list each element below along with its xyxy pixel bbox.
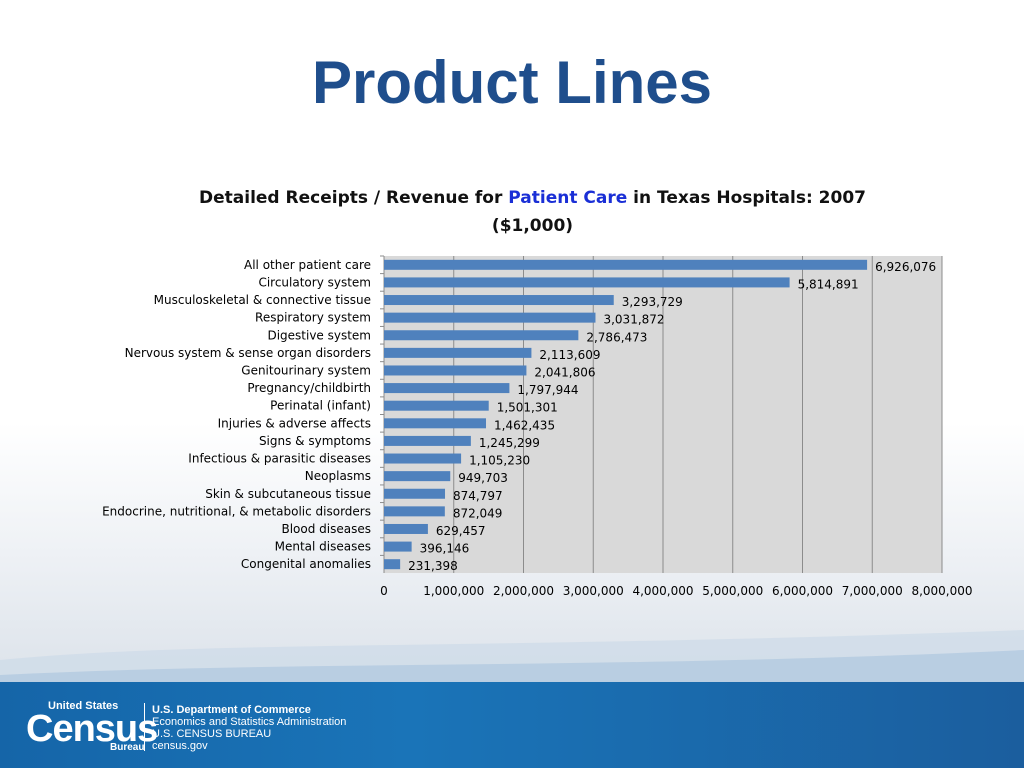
bar	[384, 347, 532, 358]
bar	[384, 277, 790, 288]
data-label: 1,105,230	[469, 454, 530, 468]
chart-title-highlight: Patient Care	[508, 188, 628, 208]
data-label: 3,031,872	[603, 313, 664, 327]
footer-wave-decoration	[0, 630, 1024, 690]
data-label: 629,457	[436, 524, 486, 538]
logo-census: Census	[26, 708, 158, 750]
data-label: 6,926,076	[875, 260, 936, 274]
y-category-label: Endocrine, nutritional, & metabolic diso…	[102, 504, 371, 518]
y-category-label: Genitourinary system	[241, 363, 371, 377]
bar	[384, 488, 446, 499]
footer-department: U.S. Department of Commerce	[152, 704, 311, 716]
x-tick-label: 5,000,000	[702, 584, 763, 598]
bar	[384, 312, 596, 323]
y-category-label: Blood diseases	[281, 522, 371, 536]
x-tick-label: 6,000,000	[772, 584, 833, 598]
x-tick-label: 7,000,000	[842, 584, 903, 598]
bar	[384, 453, 462, 464]
census-bureau-logo: United States Census Bureau	[26, 700, 158, 754]
y-category-label: Perinatal (infant)	[270, 399, 371, 413]
bar	[384, 435, 471, 446]
data-label: 872,049	[453, 506, 503, 520]
data-label: 231,398	[408, 559, 458, 573]
footer-bureau: U.S. CENSUS BUREAU	[152, 728, 272, 740]
logo-united-states: United States	[48, 700, 119, 712]
bar	[384, 330, 579, 341]
data-label: 1,462,435	[494, 418, 555, 432]
data-label: 1,501,301	[497, 401, 558, 415]
y-category-label: Circulatory system	[258, 275, 371, 289]
footer-administration: Economics and Statistics Administration	[152, 716, 347, 728]
y-category-label: Digestive system	[267, 328, 371, 342]
bar	[384, 523, 428, 534]
slide-title: Product Lines	[311, 49, 713, 116]
y-category-label: Congenital anomalies	[241, 557, 371, 571]
y-category-label: Mental diseases	[275, 540, 371, 554]
y-category-label: All other patient care	[244, 258, 371, 272]
data-label: 2,041,806	[534, 365, 595, 379]
bar	[384, 559, 401, 570]
footer-text: U.S. Department of Commerce Economics an…	[152, 704, 346, 752]
x-tick-label: 3,000,000	[563, 584, 624, 598]
bar	[384, 541, 412, 552]
bar	[384, 259, 868, 270]
bar	[384, 506, 445, 517]
y-category-label: Pregnancy/childbirth	[247, 381, 371, 395]
y-category-label: Nervous system & sense organ disorders	[125, 346, 371, 360]
chart-title: Detailed Receipts / Revenue for Patient …	[160, 184, 905, 240]
bar	[384, 418, 487, 429]
y-category-label: Signs & symptoms	[259, 434, 371, 448]
chart-title-prefix: Detailed Receipts / Revenue for	[199, 188, 509, 208]
data-label: 1,245,299	[479, 436, 540, 450]
chart-title-suffix: in Texas Hospitals: 2007	[627, 188, 866, 208]
y-category-label: Respiratory system	[255, 311, 371, 325]
bar	[384, 295, 614, 306]
x-tick-label: 8,000,000	[911, 584, 972, 598]
x-tick-label: 2,000,000	[493, 584, 554, 598]
x-tick-label: 4,000,000	[632, 584, 693, 598]
footer-divider	[144, 703, 145, 751]
data-label: 5,814,891	[798, 277, 859, 291]
footer-band	[0, 682, 1024, 768]
bar	[384, 383, 510, 394]
footer-website: census.gov	[152, 740, 208, 752]
data-label: 2,786,473	[586, 330, 647, 344]
bar	[384, 365, 527, 376]
data-label: 874,797	[453, 489, 503, 503]
data-label: 1,797,944	[517, 383, 578, 397]
y-category-label: Injuries & adverse affects	[218, 416, 371, 430]
data-label: 396,146	[420, 542, 470, 556]
chart-subtitle: ($1,000)	[491, 216, 574, 236]
bar	[384, 400, 489, 411]
y-category-label: Neoplasms	[305, 469, 371, 483]
bar	[384, 471, 451, 482]
chart-title-line: Detailed Receipts / Revenue for Patient …	[160, 184, 905, 212]
x-tick-label: 0	[380, 584, 388, 598]
data-label: 3,293,729	[622, 295, 683, 309]
data-label: 2,113,609	[539, 348, 600, 362]
y-category-label: Musculoskeletal & connective tissue	[154, 293, 371, 307]
x-tick-label: 1,000,000	[423, 584, 484, 598]
y-category-label: Skin & subcutaneous tissue	[205, 487, 371, 501]
data-label: 949,703	[458, 471, 508, 485]
logo-bureau: Bureau	[110, 742, 145, 753]
y-category-label: Infectious & parasitic diseases	[188, 452, 371, 466]
